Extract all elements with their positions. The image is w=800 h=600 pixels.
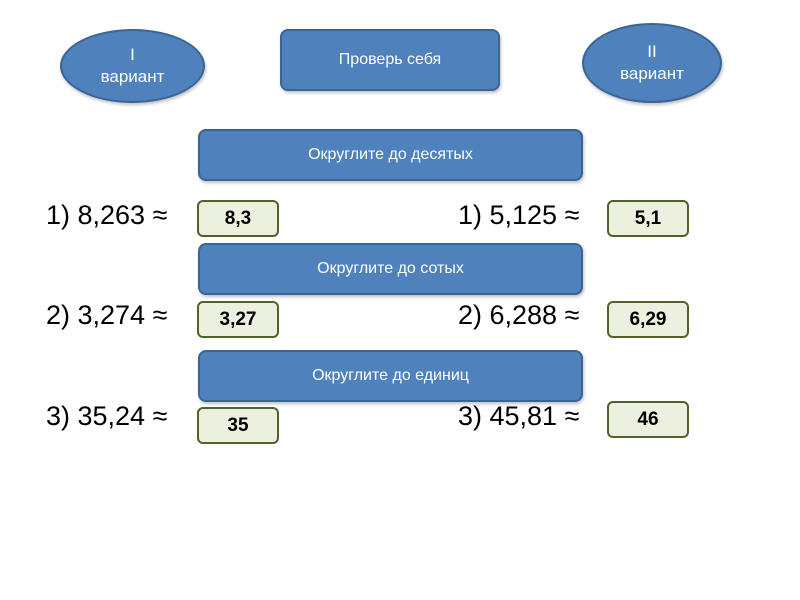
task-1-variant-2: 1) 5,125 ≈ <box>458 200 580 230</box>
check-yourself-button[interactable]: Проверь себя <box>280 29 500 91</box>
answer-1-variant-2[interactable]: 5,1 <box>607 200 689 237</box>
header-round-tenths-label: Округлите до десятых <box>308 146 473 163</box>
variant-1-button[interactable]: I вариант <box>60 29 205 103</box>
task-2-variant-2: 2) 6,288 ≈ <box>458 300 580 330</box>
answer-3-variant-1[interactable]: 35 <box>197 407 279 444</box>
task-3-variant-1: 3) 35,24 ≈ <box>46 401 168 431</box>
task-2-variant-1: 2) 3,274 ≈ <box>46 300 168 330</box>
task-1-variant-1: 1) 8,263 ≈ <box>46 200 168 230</box>
answer-1-variant-1[interactable]: 8,3 <box>197 200 279 237</box>
task-3-variant-2: 3) 45,81 ≈ <box>458 401 580 431</box>
answer-3-variant-2-value: 46 <box>637 408 659 430</box>
header-round-units-label: Округлите до единиц <box>312 367 469 384</box>
variant-2-numeral: II <box>647 42 657 61</box>
answer-1-variant-2-value: 5,1 <box>634 207 662 229</box>
variant-2-button[interactable]: II вариант <box>582 23 722 103</box>
answer-2-variant-1[interactable]: 3,27 <box>197 301 279 338</box>
answer-2-variant-2-value: 6,29 <box>629 308 667 330</box>
header-round-hundredths[interactable]: Округлите до сотых <box>198 243 583 295</box>
answer-2-variant-2[interactable]: 6,29 <box>607 301 689 338</box>
answer-3-variant-1-value: 35 <box>227 414 249 436</box>
answer-2-variant-1-value: 3,27 <box>219 308 257 330</box>
variant-2-label: вариант <box>620 64 684 83</box>
check-yourself-label: Проверь себя <box>338 51 442 68</box>
header-round-units[interactable]: Округлите до единиц <box>198 350 583 402</box>
answer-1-variant-1-value: 8,3 <box>224 207 252 229</box>
variant-1-label: вариант <box>100 67 165 86</box>
header-round-hundredths-label: Округлите до сотых <box>317 260 464 277</box>
header-round-tenths[interactable]: Округлите до десятых <box>198 129 583 181</box>
variant-1-numeral: I <box>130 45 135 64</box>
answer-3-variant-2[interactable]: 46 <box>607 401 689 438</box>
